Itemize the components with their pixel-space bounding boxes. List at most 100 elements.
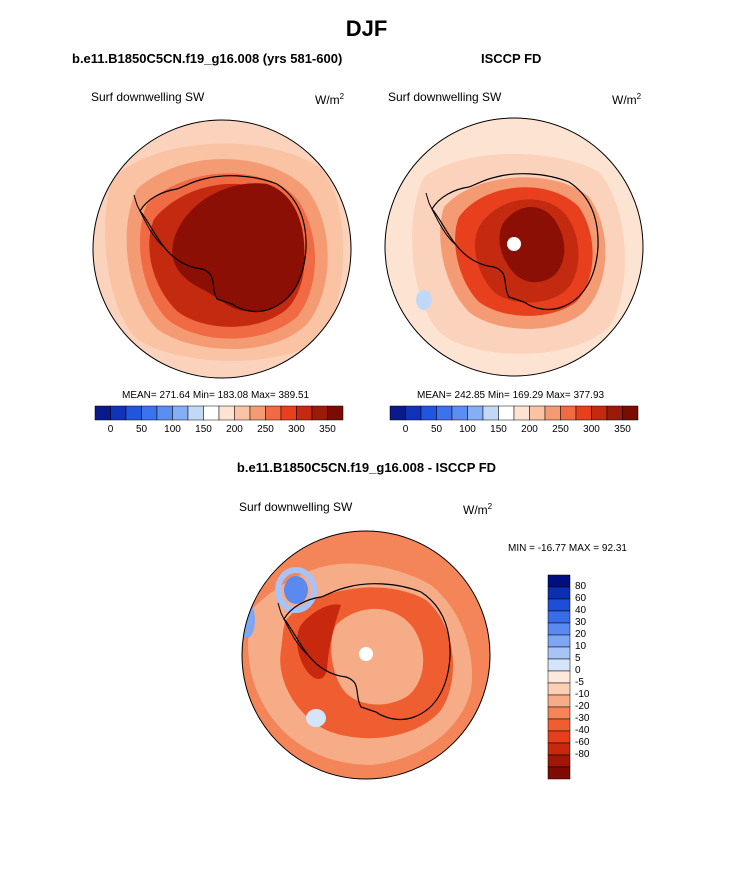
colorbar-swatch	[591, 405, 608, 421]
map-2-outline	[384, 117, 644, 377]
colorbar-tick-label: 10	[575, 641, 587, 652]
diff-colorbar-ticks: 80 60 40 30 20 10 5 0 -5 -10 -20 -30 -40 -60 -80	[575, 575, 615, 779]
map-2-blue-patch	[416, 290, 432, 310]
colorbar-swatch	[560, 405, 577, 421]
colorbar-swatch	[94, 405, 111, 421]
colorbar-swatch	[405, 405, 422, 421]
colorbar-tick-label: 350	[614, 424, 631, 435]
diff-map-dark-rim	[297, 604, 341, 680]
colorbar-tick-label: 150	[195, 424, 212, 435]
colorbar-tick-label: 350	[319, 424, 336, 435]
colorbar-tick-label: -80	[575, 749, 590, 760]
map-2-coastline	[431, 173, 599, 311]
colorbar-tick-label: -5	[575, 677, 584, 688]
colorbar-swatch	[547, 694, 571, 708]
colorbar-swatch	[249, 405, 266, 421]
colorbar-swatch	[547, 766, 571, 780]
panel-1-colorbar	[94, 405, 344, 421]
panel-1-units-label: W/m2	[315, 92, 344, 107]
colorbar-swatch	[547, 574, 571, 588]
colorbar-tick-label: 50	[135, 424, 148, 435]
colorbar-tick-label: 5	[575, 653, 581, 664]
colorbar-swatch	[547, 646, 571, 660]
colorbar-swatch	[547, 658, 571, 672]
colorbar-swatch	[156, 405, 173, 421]
colorbar-swatch	[547, 598, 571, 612]
colorbar-swatch	[498, 405, 515, 421]
colorbar-swatch	[547, 754, 571, 768]
colorbar-swatch	[420, 405, 437, 421]
map-1-outline	[92, 119, 352, 379]
colorbar-tick-label: 250	[552, 424, 569, 435]
panel-1-polar-map	[92, 119, 352, 379]
colorbar-swatch	[547, 622, 571, 636]
colorbar-swatch	[203, 405, 220, 421]
panel-2-units-base: W/m	[612, 93, 637, 107]
colorbar-swatch	[547, 718, 571, 732]
colorbar-swatch	[547, 706, 571, 720]
colorbar-swatch	[296, 405, 313, 421]
colorbar-swatch	[529, 405, 546, 421]
diff-map-peninsula	[277, 602, 309, 656]
colorbar-swatch	[280, 405, 297, 421]
colorbar-swatch	[547, 634, 571, 648]
colorbar-tick-label: 60	[575, 593, 587, 604]
colorbar-tick-label: 300	[288, 424, 305, 435]
colorbar-tick-label: 300	[583, 424, 600, 435]
diff-variable-label: Surf downwelling SW	[239, 500, 353, 514]
colorbar-swatch	[547, 670, 571, 684]
colorbar-swatch	[513, 405, 530, 421]
diff-map-inner	[331, 608, 424, 705]
panel-1-variable-label: Surf downwelling SW	[91, 90, 205, 104]
colorbar-swatch	[547, 586, 571, 600]
panel-2-units-exp: 2	[636, 92, 642, 101]
colorbar-swatch	[172, 405, 189, 421]
colorbar-tick-label: 0	[575, 665, 581, 676]
colorbar-swatch	[575, 405, 592, 421]
panel-1-colorbar-ticks: 0 50 100 150 200 250 300 350	[95, 424, 343, 438]
diff-colorbar	[547, 574, 571, 780]
diff-title: b.e11.B1850C5CN.f19_g16.008 - ISCCP FD	[236, 460, 497, 475]
colorbar-swatch	[622, 405, 639, 421]
diff-polar-map	[241, 530, 491, 780]
diff-map-pole-missing	[359, 647, 373, 661]
diff-map-blue-patch-1-edge	[275, 567, 317, 613]
panel-2-variable-label: Surf downwelling SW	[388, 90, 502, 104]
colorbar-swatch	[327, 405, 344, 421]
colorbar-swatch	[547, 682, 571, 696]
colorbar-tick-label: -20	[575, 701, 590, 712]
colorbar-swatch	[389, 405, 406, 421]
map-1-coastline	[139, 175, 307, 313]
colorbar-swatch	[547, 742, 571, 756]
panel-1-title: b.e11.B1850C5CN.f19_g16.008 (yrs 581-600…	[72, 51, 343, 66]
map-2-peninsula	[425, 192, 457, 246]
panel-2-polar-map	[384, 117, 644, 377]
panel-2-colorbar-ticks: 0 50 100 150 200 250 300 350	[390, 424, 638, 438]
colorbar-swatch	[451, 405, 468, 421]
colorbar-tick-label: 250	[257, 424, 274, 435]
colorbar-tick-label: -60	[575, 737, 590, 748]
panel-2-units-label: W/m2	[612, 92, 641, 107]
colorbar-tick-label: 50	[430, 424, 443, 435]
diff-map-blue-patch-3	[306, 709, 326, 727]
colorbar-swatch	[187, 405, 204, 421]
colorbar-swatch	[265, 405, 282, 421]
colorbar-tick-label: 100	[459, 424, 476, 435]
colorbar-swatch	[234, 405, 251, 421]
colorbar-tick-label: 0	[402, 424, 409, 435]
map-1-peninsula	[133, 194, 165, 248]
map-2-core	[499, 207, 565, 283]
colorbar-swatch	[436, 405, 453, 421]
map-2-pole-missing	[507, 237, 521, 251]
colorbar-tick-label: 200	[521, 424, 538, 435]
panel-1-units-exp: 2	[339, 92, 345, 101]
diff-map-coastline	[283, 583, 451, 721]
diff-stats: MIN = -16.77 MAX = 92.31	[508, 543, 627, 554]
colorbar-swatch	[110, 405, 127, 421]
colorbar-tick-label: 200	[226, 424, 243, 435]
page-title: DJF	[345, 16, 388, 41]
colorbar-swatch	[141, 405, 158, 421]
map-1-antarctica-core	[172, 183, 305, 312]
colorbar-swatch	[482, 405, 499, 421]
colorbar-tick-label: 80	[575, 581, 587, 592]
